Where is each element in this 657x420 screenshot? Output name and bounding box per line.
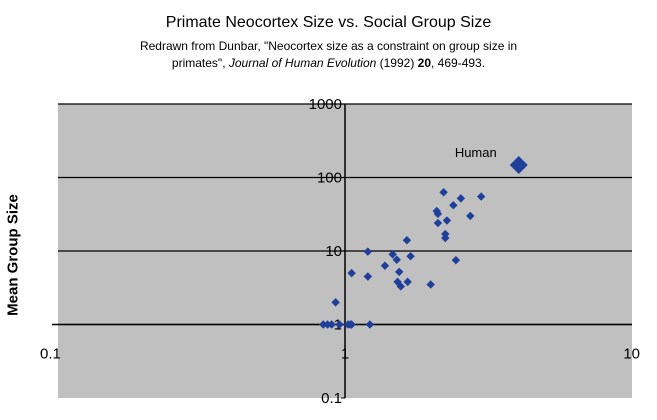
subtitle-journal: Journal of Human Evolution (228, 56, 377, 70)
data-point (433, 218, 443, 228)
data-point (331, 298, 340, 307)
data-point (449, 200, 458, 210)
data-point (327, 320, 336, 329)
subtitle-text-b: (1992) (376, 56, 418, 70)
annotation-human: Human (455, 145, 497, 160)
subtitle-text-c: , 469-493. (431, 56, 486, 70)
data-point (363, 272, 373, 281)
data-point (433, 209, 443, 219)
data-point (439, 188, 448, 197)
subtitle-line-2: primates", Journal of Human Evolution (1… (0, 55, 657, 72)
chart-title: Primate Neocortex Size vs. Social Group … (165, 14, 492, 31)
human-data-point (509, 155, 528, 174)
x-tick-label: 1 (341, 346, 349, 363)
data-point (388, 250, 397, 259)
subtitle-text-a: primates", (171, 56, 229, 70)
subtitle-line-1: Redrawn from Dunbar, "Neocortex size as … (139, 39, 518, 53)
data-points (319, 155, 528, 329)
data-point (347, 320, 356, 329)
data-point (403, 277, 412, 287)
data-point (426, 280, 435, 289)
data-point (347, 268, 356, 278)
data-point (442, 216, 452, 225)
y-tick-label: 10 (325, 243, 342, 260)
data-point (335, 320, 344, 329)
data-point (396, 282, 405, 291)
y-axis-label: Mean Group Size (4, 194, 22, 316)
data-point (451, 255, 461, 265)
data-point (392, 255, 402, 264)
y-tick-label: 0.1 (321, 390, 342, 407)
x-tick-label: 10 (623, 346, 640, 363)
data-point (466, 211, 475, 221)
data-point (456, 194, 466, 203)
annotations: Human (455, 145, 497, 160)
data-point (365, 320, 375, 329)
data-point (363, 247, 373, 256)
y-tick-label: 1000 (309, 96, 342, 113)
chart-subtitle: Redrawn from Dunbar, "Neocortex size as … (0, 38, 657, 72)
data-point (406, 251, 415, 261)
data-point (395, 267, 404, 277)
data-point (476, 192, 486, 201)
x-tick-label: 0.1 (40, 346, 61, 363)
data-point (402, 236, 412, 245)
data-point (380, 261, 390, 270)
data-point (441, 233, 450, 243)
y-tick-label: 100 (317, 170, 342, 187)
data-point (319, 320, 328, 329)
subtitle-volume: 20 (417, 56, 432, 70)
